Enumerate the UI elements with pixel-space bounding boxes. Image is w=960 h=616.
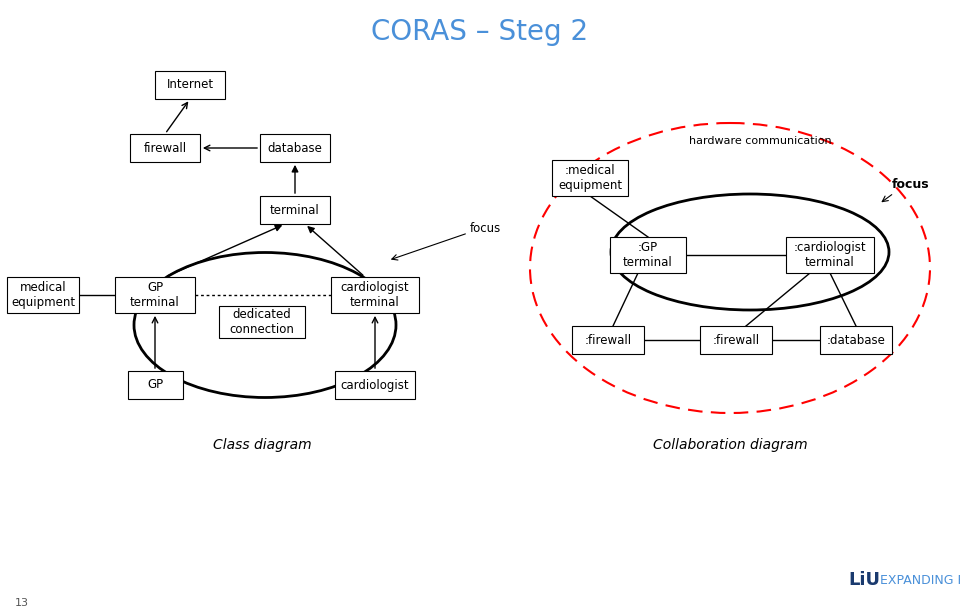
Text: 13: 13 (15, 598, 29, 608)
FancyBboxPatch shape (130, 134, 200, 162)
Text: focus: focus (892, 179, 929, 192)
Text: GP
terminal: GP terminal (131, 281, 180, 309)
Text: :medical
equipment: :medical equipment (558, 164, 622, 192)
FancyBboxPatch shape (552, 160, 628, 196)
Text: focus: focus (470, 222, 501, 235)
Text: LiU: LiU (848, 571, 880, 589)
Text: database: database (268, 142, 323, 155)
FancyBboxPatch shape (786, 237, 874, 273)
FancyBboxPatch shape (572, 326, 644, 354)
FancyBboxPatch shape (219, 306, 305, 338)
Text: terminal: terminal (270, 203, 320, 216)
FancyBboxPatch shape (820, 326, 892, 354)
Text: medical
equipment: medical equipment (11, 281, 75, 309)
Text: hardware communication: hardware communication (688, 136, 831, 146)
FancyBboxPatch shape (610, 237, 686, 273)
FancyBboxPatch shape (335, 371, 415, 399)
FancyBboxPatch shape (115, 277, 195, 313)
Text: :database: :database (827, 333, 885, 346)
FancyBboxPatch shape (260, 134, 330, 162)
Text: dedicated
connection: dedicated connection (229, 308, 295, 336)
FancyBboxPatch shape (128, 371, 182, 399)
Text: :cardiologist
terminal: :cardiologist terminal (794, 241, 866, 269)
FancyBboxPatch shape (700, 326, 772, 354)
Text: Class diagram: Class diagram (213, 438, 311, 452)
Text: GP: GP (147, 378, 163, 392)
FancyBboxPatch shape (155, 71, 225, 99)
FancyBboxPatch shape (331, 277, 419, 313)
Text: :firewall: :firewall (585, 333, 632, 346)
Text: :firewall: :firewall (712, 333, 759, 346)
Text: Internet: Internet (166, 78, 213, 92)
Text: firewall: firewall (143, 142, 186, 155)
Text: cardiologist: cardiologist (341, 378, 409, 392)
Text: cardiologist
terminal: cardiologist terminal (341, 281, 409, 309)
FancyBboxPatch shape (7, 277, 79, 313)
Text: EXPANDING REALITY: EXPANDING REALITY (876, 573, 960, 586)
FancyBboxPatch shape (260, 196, 330, 224)
Text: Collaboration diagram: Collaboration diagram (653, 438, 807, 452)
Text: CORAS – Steg 2: CORAS – Steg 2 (372, 18, 588, 46)
Text: :GP
terminal: :GP terminal (623, 241, 673, 269)
